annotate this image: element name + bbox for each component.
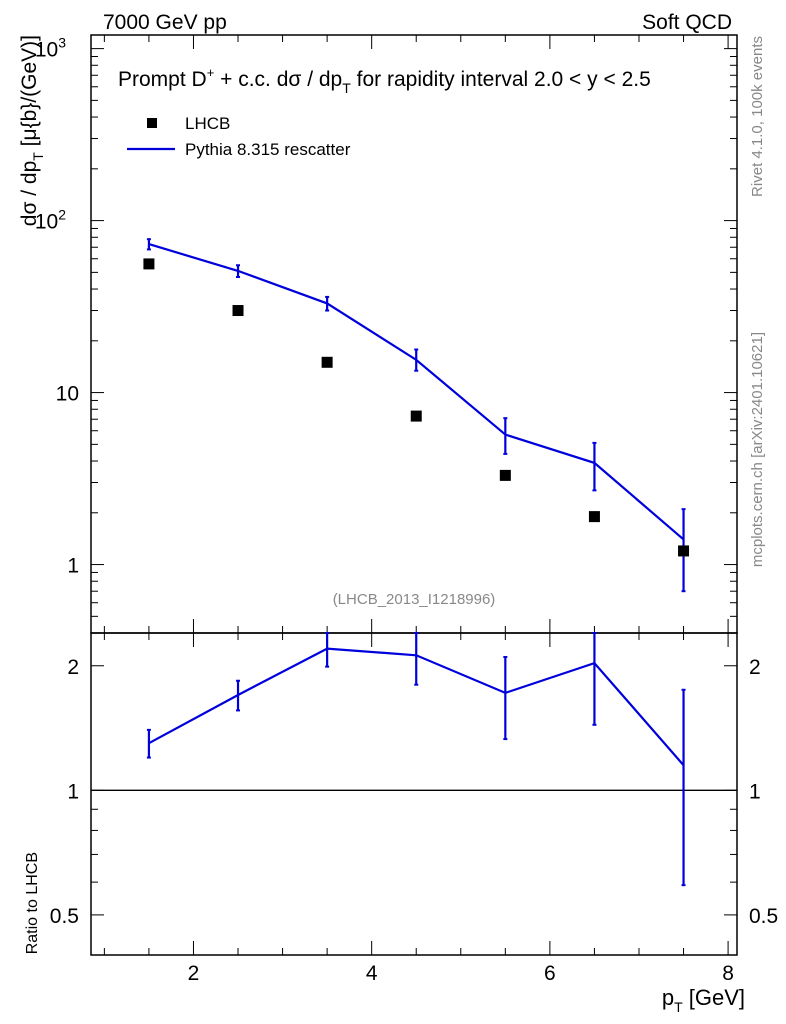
main-y-axis-label-post: [μ{b}/(GeV)] xyxy=(18,35,41,152)
plot-title: Prompt D+ + c.c. dσ / dpT for rapidity i… xyxy=(118,65,651,96)
legend-lhcb-label: LHCB xyxy=(185,114,230,133)
lhcb-data-point xyxy=(143,258,155,270)
main-y-tick-base: 10 xyxy=(35,39,58,62)
legend-pythia-label: Pythia 8.315 rescatter xyxy=(185,140,351,159)
x-tick-label: 2 xyxy=(188,962,200,985)
rivet-version-label: Rivet 4.1.0, 100k events xyxy=(749,36,766,197)
header-category: Soft QCD xyxy=(642,11,732,34)
x-tick-label: 6 xyxy=(544,962,556,985)
x-tick-label: 4 xyxy=(366,962,378,985)
lhcb-data-point xyxy=(499,469,511,481)
x-axis-label: pT [GeV] xyxy=(662,985,745,1015)
ratio-y-tick-label-left: 2 xyxy=(67,656,79,679)
main-y-tick-label: 1 xyxy=(67,555,79,578)
ratio-plot-marks xyxy=(91,632,737,887)
main-y-tick-exp: 3 xyxy=(58,35,66,51)
main-plot-marks xyxy=(143,238,690,593)
main-y-axis-label-pre: dσ / dp xyxy=(18,161,41,227)
main-y-tick-label: 10 xyxy=(56,383,79,406)
pythia-line xyxy=(148,243,685,541)
main-y-tick-exp: 2 xyxy=(58,207,66,223)
reference-analysis-label: (LHCB_2013_I1218996) xyxy=(333,591,496,608)
main-y-tick-base: 10 xyxy=(35,211,58,234)
ratio-axis-ticks: 2 4 6 8 0.5 0.5 1 1 2 2 xyxy=(50,633,778,985)
lhcb-data-point xyxy=(678,545,690,557)
lhcb-data-point xyxy=(232,305,244,317)
legend-lhcb-marker xyxy=(147,118,157,128)
ratio-plot-frame xyxy=(90,632,738,956)
x-axis-label-pre: p xyxy=(662,985,674,1010)
ratio-y-tick-label-right: 0.5 xyxy=(749,905,778,928)
lhcb-data-point xyxy=(321,356,333,368)
plot-title-sub: T xyxy=(342,80,351,96)
x-axis-label-post: [GeV] xyxy=(683,985,745,1010)
legend: LHCB Pythia 8.315 rescatter xyxy=(127,114,351,159)
plot-title-mid: + c.c. dσ / dp xyxy=(214,68,342,91)
x-tick-label: 8 xyxy=(722,962,734,985)
lhcb-data-point xyxy=(588,511,600,523)
ratio-y-tick-label-right: 2 xyxy=(749,656,761,679)
mcplots-label: mcplots.cern.ch [arXiv:2401.10621] xyxy=(749,332,766,567)
plot-title-post: for rapidity interval 2.0 < y < 2.5 xyxy=(351,68,651,91)
main-y-tick-label: 103 xyxy=(35,35,66,62)
ratio-y-tick-label-left: 1 xyxy=(67,780,79,803)
main-y-axis-label: dσ / dpT [μ{b}/(GeV)] xyxy=(18,35,46,226)
plot-title-pre: Prompt D xyxy=(118,68,207,91)
plot-title-sup: + xyxy=(207,65,215,80)
lhcb-data-point xyxy=(410,410,422,422)
main-y-axis-label-sub: T xyxy=(30,152,46,161)
x-axis-label-sub: T xyxy=(674,999,683,1015)
ratio-y-tick-label-right: 1 xyxy=(749,780,761,803)
ratio-y-tick-label-left: 0.5 xyxy=(50,905,79,928)
main-y-tick-label: 102 xyxy=(35,207,66,234)
header-energy: 7000 GeV pp xyxy=(103,11,227,34)
ratio-y-axis-label: Ratio to LHCB xyxy=(24,852,41,954)
